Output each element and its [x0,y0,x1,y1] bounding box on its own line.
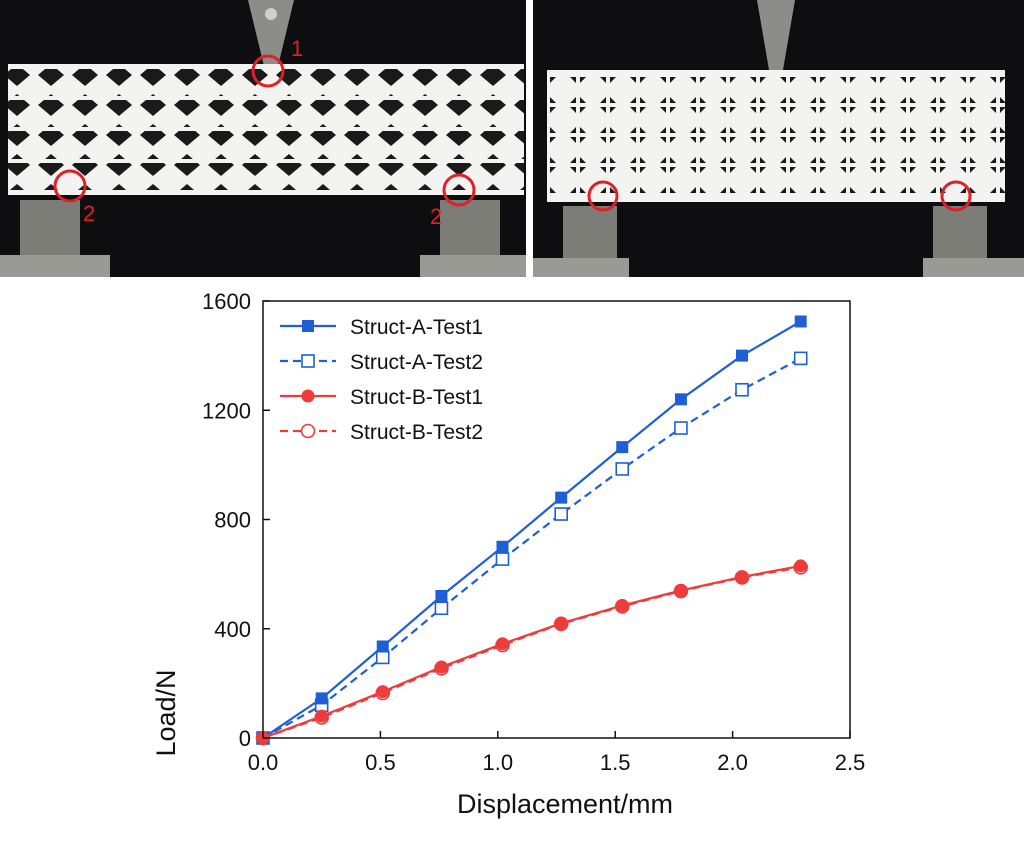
data-point-struct-b-test1 [315,709,329,723]
y-tick-label: 1600 [202,289,251,314]
data-point-struct-a-test1 [794,315,807,328]
series-line-struct-b-test2 [262,566,801,740]
photo-struct-a-test: 1 2 2 [0,0,526,277]
legend-marker [302,320,314,332]
data-point-struct-b-test1 [735,570,749,584]
callout-label-2b: 2 [430,204,442,229]
loading-pin-icon [757,0,795,70]
legend-label: Struct-B-Test1 [350,386,483,409]
y-axis-title: Load/N [151,669,181,756]
chart-series [255,315,808,746]
x-tick-label: 1.5 [600,750,631,775]
data-point-struct-a-test1 [376,640,389,653]
callout-circle-right [940,180,972,212]
series-line-struct-b-test1 [262,564,801,740]
data-point-struct-b-test1 [674,584,688,598]
data-point-struct-b-test1 [554,616,568,630]
x-tick-label: 0.5 [365,750,396,775]
lattice-beam-photo-right [533,0,1024,277]
photo-struct-b-test [533,0,1024,277]
data-point-struct-a-test2 [674,421,688,435]
data-point-struct-a-test2 [495,552,510,566]
legend-marker [300,423,316,439]
data-point-struct-b-test1 [434,660,448,674]
callout-circle-2b [442,173,476,207]
callout-label-1: 1 [291,36,303,61]
load-displacement-chart: 0.0 0.5 1.0 1.5 2.0 2.5 0 400 800 1200 1600 Struct… [151,289,865,819]
y-tick-label: 0 [239,726,251,751]
legend-label: Struct-B-Test2 [350,421,483,444]
lattice-beam-photo-left: 1 2 2 [0,0,526,277]
y-tick-label: 1200 [202,398,251,423]
callout-circle-left [587,180,619,212]
data-point-struct-a-test2 [793,351,808,366]
data-point-struct-b-test1 [615,599,629,613]
data-point-struct-a-test1 [616,441,629,454]
data-point-struct-a-test2 [375,650,390,665]
data-point-struct-a-test2 [434,601,449,616]
data-point-struct-a-test1 [496,540,509,553]
data-point-struct-a-test1 [555,491,568,504]
data-point-struct-a-test1 [735,349,748,362]
data-point-struct-a-test1 [315,692,328,705]
legend-marker [301,354,315,368]
data-point-struct-b-test1 [495,637,509,651]
legend-marker [301,389,315,403]
data-point-struct-a-test1 [674,393,687,406]
data-point-struct-a-test1 [435,589,448,602]
legend-label: Struct-A-Test1 [350,316,483,339]
y-tick-label: 400 [214,617,251,642]
chart-legend: Struct-A-Test1 Struct-A-Test2 Struct-B-Tes… [280,316,483,444]
series-line-struct-a-test2 [262,357,802,739]
x-tick-label: 2.5 [835,750,866,775]
data-point-struct-b-test1 [794,559,808,573]
data-point-struct-a-test2 [554,507,568,521]
legend-label: Struct-A-Test2 [350,351,483,374]
x-tick-label: 2.0 [717,750,748,775]
data-point-struct-b-test1 [376,685,390,699]
axis-ticks: 0.0 0.5 1.0 1.5 2.0 2.5 0 400 800 1200 1600 [202,289,865,775]
data-point-struct-a-test2 [735,382,749,397]
callout-circle-1 [251,54,285,88]
callout-label-2a: 2 [83,201,95,226]
callout-circle-2a [53,169,87,203]
x-tick-label: 1.0 [483,750,514,775]
series-line-struct-a-test1 [262,320,802,739]
y-tick-label: 800 [214,508,251,533]
lattice-beam [547,70,1005,202]
loading-pin-icon [248,0,294,66]
x-tick-label: 0.0 [248,750,279,775]
data-point-struct-a-test2 [615,462,630,476]
x-axis-title: Displacement/mm [457,789,673,819]
